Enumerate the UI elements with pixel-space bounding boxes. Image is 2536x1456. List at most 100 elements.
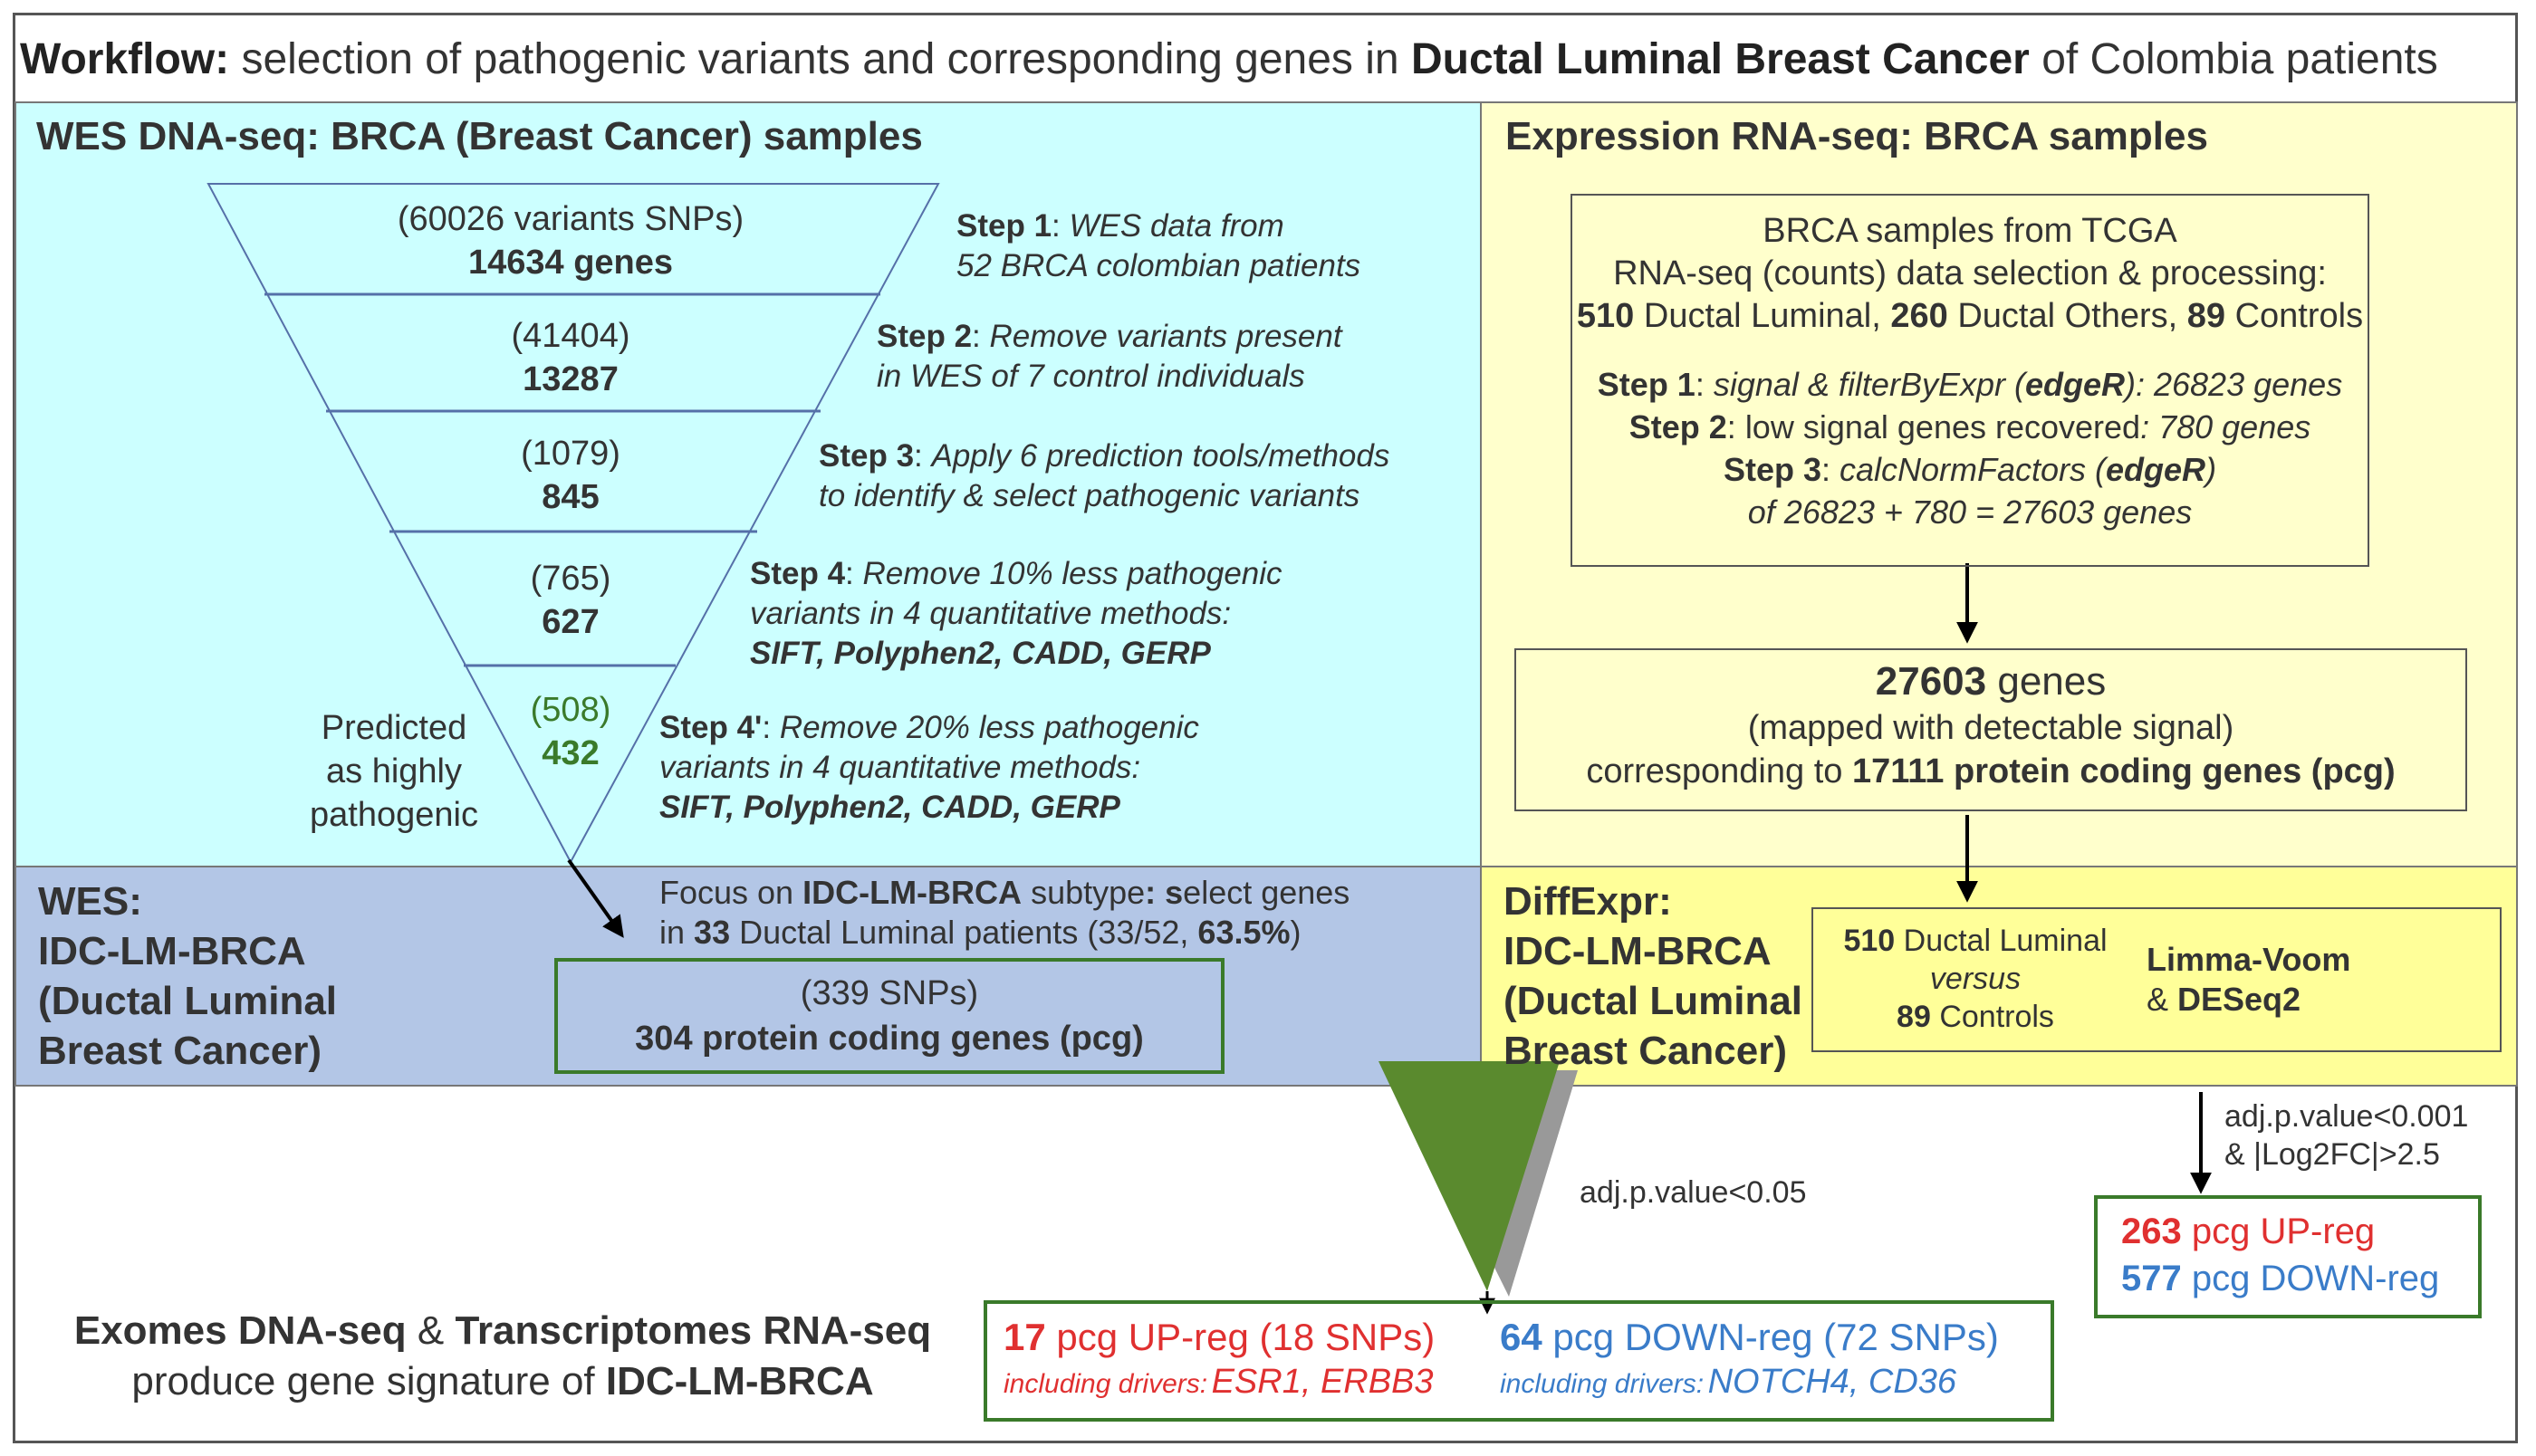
step-label: Step 2 <box>877 319 973 354</box>
count: 89 <box>1897 1000 1931 1034</box>
title-line: IDC-LM-BRCA <box>38 929 306 973</box>
down-text: pcg DOWN-reg (72 SNPs) <box>1552 1316 1999 1358</box>
genes-count: 27603 <box>1875 659 1987 704</box>
title-line: Breast Cancer) <box>38 1029 322 1073</box>
level-count: (765) <box>530 560 611 598</box>
title-prefix: Workflow: <box>20 35 230 83</box>
focus-part: : s <box>1145 874 1184 911</box>
step-text: edgeR <box>2106 451 2206 488</box>
right-up-reg: 263 pcg UP-reg <box>2121 1208 2478 1255</box>
title-line: (Ductal Luminal <box>1503 979 1803 1023</box>
caption-part: Exomes DNA-seq <box>73 1308 407 1353</box>
method: Limma-Voom <box>2147 941 2351 978</box>
step-label: Step 4' <box>659 710 763 745</box>
rna-genes-line: corresponding to <box>1586 752 1843 790</box>
step-text: Remove variants present <box>989 319 1342 354</box>
diffexpr-panel <box>1480 866 2518 1087</box>
step-label: Step 3 <box>819 438 915 474</box>
title-line: WES: <box>38 879 142 924</box>
diffexpr-title: DiffExpr: IDC-LM-BRCA (Ductal Luminal Br… <box>1503 876 1802 1076</box>
focus-part: Focus on <box>659 874 794 911</box>
title-line: DiffExpr: <box>1503 879 1672 924</box>
signature-caption: Exomes DNA-seq & Transcriptomes RNA-seq … <box>27 1306 978 1407</box>
caption-part: Transcriptomes RNA-seq <box>455 1308 932 1353</box>
focus-text: Focus on IDC-LM-BRCA subtype: select gen… <box>659 873 1350 953</box>
signature-down: 64 pcg DOWN-reg (72 SNPs) including driv… <box>1500 1315 1999 1411</box>
title-text-2: of Colombia patients <box>2041 35 2438 83</box>
step-text: variants in 4 quantitative methods: <box>750 596 1232 631</box>
funnel-level-2: (41404) 13287 <box>435 314 706 401</box>
focus-part: elect genes <box>1183 874 1350 911</box>
drivers: ESR1, ERBB3 <box>1211 1363 1434 1401</box>
genes-word: genes <box>1997 659 2107 704</box>
funnel-level-1: (60026 variants SNPs) 14634 genes <box>344 197 797 284</box>
up-text: pcg UP-reg <box>2191 1212 2376 1251</box>
step-text: edgeR <box>2024 366 2125 403</box>
step-3: Step 3: Apply 6 prediction tools/methods… <box>819 438 1390 513</box>
step-text: in WES of 7 control individuals <box>877 359 1305 394</box>
step-1: Step 1: WES data from 52 BRCA colombian … <box>956 208 1361 283</box>
diffexpr-box <box>1811 907 2502 1052</box>
count: 510 <box>1843 924 1896 958</box>
caption-part: & <box>417 1308 445 1353</box>
title-text-1: selection of pathogenic variants and cor… <box>241 35 1399 83</box>
signature-up: 17 pcg UP-reg (18 SNPs) including driver… <box>1004 1315 1435 1411</box>
step-text: signal & filterByExpr ( <box>1713 366 2025 403</box>
label: Controls <box>1939 1000 2054 1034</box>
wes-lm-panel <box>14 866 1482 1087</box>
step-label: Step 1 <box>956 208 1052 244</box>
focus-part: in <box>659 914 686 951</box>
caption-part: IDC-LM-BRCA <box>605 1359 874 1403</box>
drivers-label: including drivers: <box>1004 1369 1208 1399</box>
count: 510 <box>1576 297 1635 335</box>
predicted-label: Predicted as highly pathogenic <box>272 706 516 837</box>
focus-part: 33 <box>694 914 731 951</box>
right-threshold: adj.p.value<0.001 & |Log2FC|>2.5 <box>2224 1097 2468 1173</box>
funnel-level-3: (1079) 845 <box>435 432 706 519</box>
rna-panel-title: Expression RNA-seq: BRCA samples <box>1505 114 2208 158</box>
focus-part: subtype <box>1031 874 1146 911</box>
funnel-to-focus-arrow <box>567 858 624 938</box>
step-4: Step 4: Remove 10% less pathogenic varia… <box>750 556 1282 671</box>
title-line: IDC-LM-BRCA <box>1503 929 1772 973</box>
step-text: SIFT, Polyphen2, CADD, GERP <box>659 790 1120 825</box>
right-result-box: 263 pcg UP-reg 577 pcg DOWN-reg <box>2094 1195 2482 1318</box>
level-count: (60026 variants SNPs) <box>397 200 744 238</box>
level-genes: 627 <box>542 603 600 641</box>
level-genes: 13287 <box>523 360 619 398</box>
level-count: (1079) <box>521 435 620 473</box>
label: Ductal Luminal, <box>1643 297 1881 335</box>
rna-panel <box>1480 101 2518 867</box>
pcg-line: (339 SNPs) <box>800 974 979 1012</box>
up-count: 263 <box>2121 1212 2182 1251</box>
pcg-line: 304 protein coding genes (pcg) <box>635 1020 1144 1058</box>
right-down-reg: 577 pcg DOWN-reg <box>2121 1255 2478 1302</box>
rna-step-3: Step 3: calcNormFactors (edgeR) <box>1723 451 2217 488</box>
predicted-line: Predicted <box>321 709 467 747</box>
step-text: ) <box>2205 451 2217 488</box>
signature-box <box>984 1300 2054 1422</box>
rna-genes-box: 27603 genes (mapped with detectable sign… <box>1514 648 2467 811</box>
wes-panel <box>14 101 1482 867</box>
level-genes: 432 <box>542 734 600 772</box>
focus-part: ) <box>1290 914 1302 951</box>
method: DESeq2 <box>2177 981 2301 1018</box>
up-count: 17 <box>1004 1316 1046 1358</box>
versus: versus <box>1929 962 2022 996</box>
predicted-line: as highly <box>326 752 462 790</box>
drivers-label: including drivers: <box>1500 1369 1705 1399</box>
step-text: WES data from <box>1069 208 1284 244</box>
step-text: calcNormFactors ( <box>1840 451 2107 488</box>
title-line: (Ductal Luminal <box>38 979 338 1023</box>
wes-lm-title: WES: IDC-LM-BRCA (Ductal Luminal Breast … <box>38 876 337 1076</box>
rna-line: RNA-seq (counts) data selection & proces… <box>1613 254 2327 292</box>
rna-sample-counts: 510 Ductal Luminal, 260 Ductal Others, 8… <box>1572 295 2368 338</box>
intersect-triangle <box>1378 1061 1560 1291</box>
down-count: 577 <box>2121 1259 2182 1298</box>
label: Ductal Luminal <box>1903 924 2108 958</box>
step-text: to identify & select pathogenic variants <box>819 478 1360 513</box>
funnel-level-4: (765) 627 <box>435 557 706 644</box>
funnel-level-5: (508) 432 <box>435 688 706 775</box>
rna-step-2: Step 2: low signal genes recovered: 780 … <box>1628 408 2311 445</box>
step-text: ): 26823 genes <box>2125 366 2343 403</box>
